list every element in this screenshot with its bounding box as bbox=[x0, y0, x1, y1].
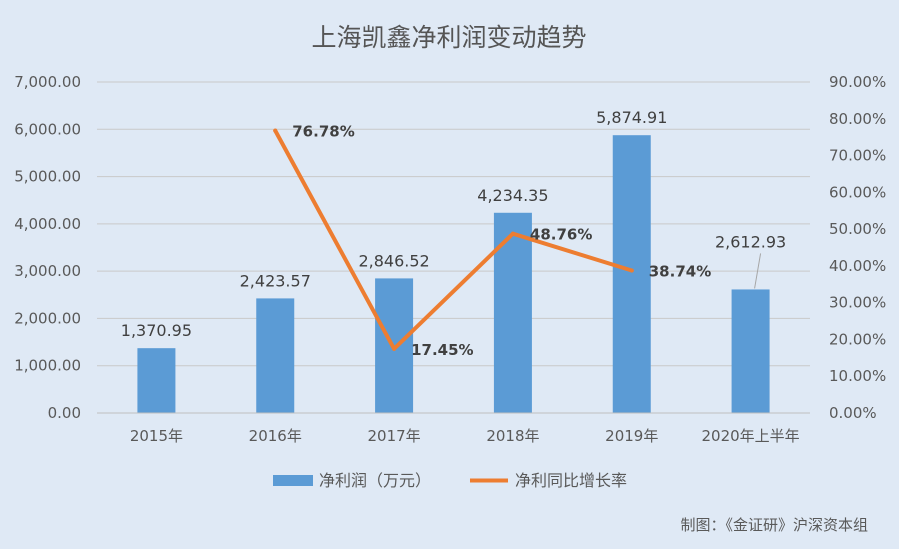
line-data-label: 38.74% bbox=[649, 263, 711, 281]
bar-data-label: 5,874.91 bbox=[596, 108, 667, 127]
bar bbox=[256, 298, 295, 413]
right-axis: 0.00% 10.00% 20.00% 30.00% 40.00% 50.00% 60.00… bbox=[829, 73, 886, 422]
left-axis-tick-label: 1,000.00 bbox=[14, 357, 81, 375]
legend-bar-label: 净利润（万元） bbox=[319, 471, 431, 490]
bar-data-label: 2,612.93 bbox=[715, 232, 786, 251]
left-axis-tick-label: 0.00 bbox=[48, 404, 81, 422]
line-point bbox=[629, 268, 634, 273]
right-axis-tick-label: 90.00% bbox=[829, 73, 886, 91]
left-axis-tick-label: 6,000.00 bbox=[14, 120, 81, 138]
left-axis-tick-label: 4,000.00 bbox=[14, 215, 81, 233]
left-axis-tick-label: 5,000.00 bbox=[14, 168, 81, 186]
line-point bbox=[510, 231, 515, 236]
bar-data-label: 2,423.57 bbox=[240, 271, 311, 290]
chart-credit: 制图：《金证研》沪深资本组 bbox=[680, 516, 868, 534]
right-axis-tick-label: 20.00% bbox=[829, 330, 886, 348]
x-axis-tick-label: 2020年上半年 bbox=[701, 427, 799, 445]
left-axis: 0.00 1,000.00 2,000.00 3,000.00 4,000.00 5,00… bbox=[14, 73, 81, 422]
legend: 净利润（万元） 净利同比增长率 bbox=[273, 471, 627, 490]
right-axis-tick-label: 40.00% bbox=[829, 257, 886, 275]
bar-data-label: 1,370.95 bbox=[121, 321, 192, 340]
left-axis-tick-label: 3,000.00 bbox=[14, 262, 81, 280]
line-data-label: 17.45% bbox=[411, 341, 473, 359]
gridlines bbox=[97, 81, 810, 414]
right-axis-tick-label: 60.00% bbox=[829, 183, 886, 201]
chart-title: 上海凯鑫净利润变动趋势 bbox=[311, 23, 586, 52]
bar-data-label: 4,234.35 bbox=[477, 186, 548, 205]
left-axis-tick-label: 7,000.00 bbox=[14, 73, 81, 91]
growth-rate-line bbox=[273, 128, 634, 351]
bar bbox=[137, 348, 176, 413]
bar bbox=[612, 135, 651, 413]
line-point bbox=[273, 128, 278, 133]
x-axis: 2015年 2016年 2017年 2018年 2019年 2020年上半年 bbox=[97, 412, 810, 445]
bar-label-leader-line bbox=[754, 253, 762, 289]
x-axis-tick-label: 2017年 bbox=[367, 427, 420, 445]
x-axis-tick-label: 2015年 bbox=[130, 427, 183, 445]
right-axis-tick-label: 10.00% bbox=[829, 367, 886, 385]
bar bbox=[493, 212, 532, 413]
legend-bar-swatch bbox=[273, 475, 313, 486]
right-axis-tick-label: 30.00% bbox=[829, 294, 886, 312]
right-axis-tick-label: 70.00% bbox=[829, 147, 886, 165]
bar-series: 1,370.95 2,423.57 2,846.52 4,234.35 5,874.91… bbox=[121, 108, 786, 413]
x-axis-tick-label: 2018年 bbox=[486, 427, 539, 445]
bar bbox=[731, 289, 770, 413]
bar-data-label: 2,846.52 bbox=[358, 251, 429, 270]
right-axis-tick-label: 80.00% bbox=[829, 110, 886, 128]
line-series: 76.78% 17.45% 48.76% 38.74% bbox=[273, 123, 711, 359]
line-point bbox=[392, 346, 397, 351]
x-axis-tick-label: 2016年 bbox=[249, 427, 302, 445]
legend-line-label: 净利同比增长率 bbox=[515, 471, 627, 490]
line-data-label: 48.76% bbox=[530, 226, 592, 244]
right-axis-tick-label: 50.00% bbox=[829, 220, 886, 238]
line-data-label: 76.78% bbox=[292, 123, 354, 141]
x-axis-tick-label: 2019年 bbox=[605, 427, 658, 445]
right-axis-tick-label: 0.00% bbox=[829, 404, 877, 422]
left-axis-tick-label: 2,000.00 bbox=[14, 309, 81, 327]
